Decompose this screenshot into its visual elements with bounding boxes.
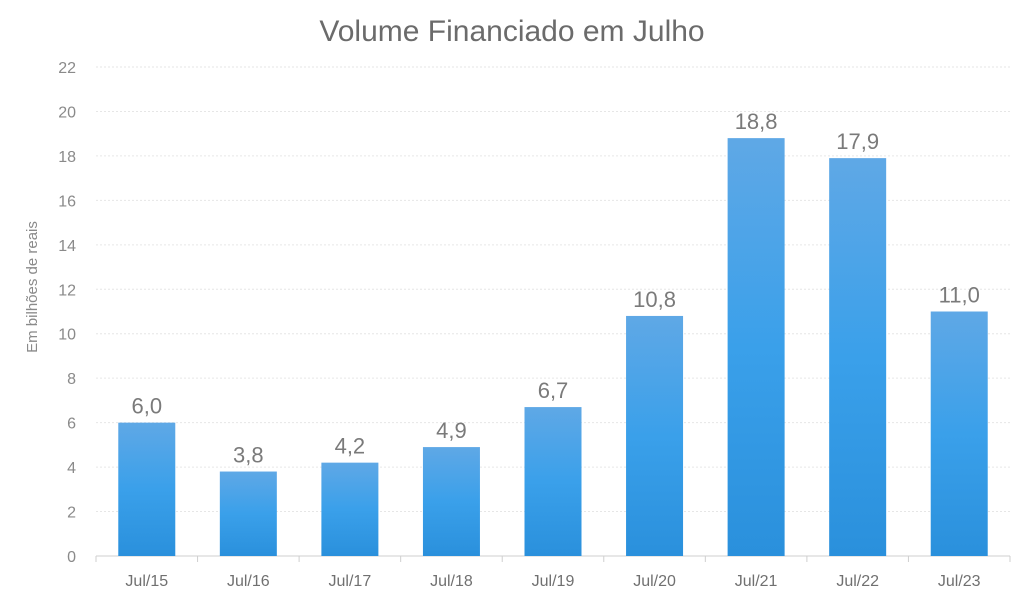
x-tick-label: Jul/17 [329, 573, 372, 590]
data-label: 3,8 [233, 443, 264, 468]
y-tick-label: 20 [58, 104, 76, 121]
y-tick-label: 6 [67, 416, 76, 433]
bar [727, 138, 785, 557]
data-label: 10,8 [633, 287, 676, 312]
bar [930, 311, 988, 556]
data-label: 11,0 [939, 283, 980, 308]
bar [422, 447, 480, 556]
y-tick-label: 14 [58, 238, 76, 255]
bar [118, 422, 176, 556]
y-tick-label: 10 [58, 327, 76, 344]
data-label: 4,9 [436, 418, 467, 443]
x-tick-label: Jul/16 [227, 573, 270, 590]
x-tick-label: Jul/23 [938, 573, 981, 590]
y-tick-label: 4 [67, 460, 76, 477]
bar [829, 158, 887, 556]
bar [321, 462, 379, 556]
y-axis-label: Em bilhões de reais [24, 221, 41, 353]
data-label: 6,7 [538, 378, 569, 403]
data-label: 6,0 [131, 394, 162, 419]
y-tick-label: 22 [58, 60, 76, 77]
y-tick-label: 2 [67, 505, 76, 522]
y-tick-label: 12 [58, 282, 76, 299]
x-tick-label: Jul/15 [125, 573, 168, 590]
y-tick-label: 18 [58, 149, 76, 166]
y-tick-label: 0 [67, 549, 76, 566]
y-tick-label: 16 [58, 193, 76, 210]
bar [524, 407, 582, 556]
y-tick-label: 8 [67, 371, 76, 388]
bar [626, 315, 684, 556]
data-label: 18,8 [735, 109, 778, 134]
x-tick-label: Jul/21 [735, 573, 778, 590]
data-label: 4,2 [335, 434, 366, 459]
x-tick-label: Jul/18 [430, 573, 473, 590]
data-label: 17,9 [836, 129, 879, 154]
x-tick-label: Jul/22 [836, 573, 879, 590]
x-tick-label: Jul/20 [633, 573, 676, 590]
bar [219, 471, 277, 556]
chart-title: Volume Financiado em Julho [319, 15, 704, 48]
x-tick-label: Jul/19 [532, 573, 575, 590]
